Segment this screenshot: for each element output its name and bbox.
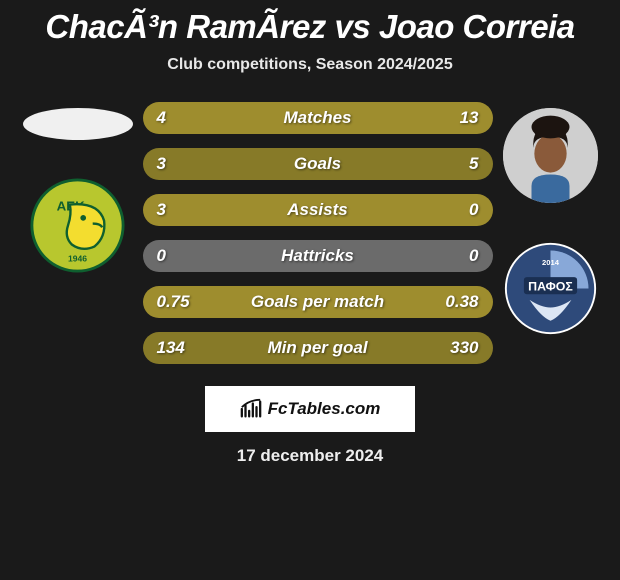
- right-player-avatar: [503, 108, 598, 203]
- stat-row: 3Goals5: [143, 148, 493, 180]
- stat-right-value: 0.38: [439, 292, 479, 312]
- page-title: ChacÃ³n RamÃ­rez vs Joao Correia: [0, 8, 620, 46]
- left-player-avatar: [23, 108, 133, 140]
- date-text: 17 december 2024: [0, 446, 620, 466]
- stat-row: 0Hattricks0: [143, 240, 493, 272]
- left-player-column: AEK 1946: [23, 102, 133, 273]
- svg-text:ΠΑΦΟΣ: ΠΑΦΟΣ: [528, 279, 573, 293]
- left-club-badge: AEK 1946: [30, 178, 125, 273]
- brand-text: FcTables.com: [268, 399, 381, 419]
- stat-right-value: 5: [439, 154, 479, 174]
- pafos-badge-icon: 2014 ΠΑΦΟΣ: [503, 241, 598, 336]
- stats-list: 4Matches13 3Goals5 3Assists0 0Hattricks0 0.7…: [143, 102, 493, 364]
- svg-text:1946: 1946: [68, 254, 87, 264]
- stat-row: 0.75Goals per match0.38: [143, 286, 493, 318]
- stat-right-value: 13: [439, 108, 479, 128]
- subtitle: Club competitions, Season 2024/2025: [0, 56, 620, 74]
- svg-text:2014: 2014: [542, 258, 560, 267]
- player-photo-icon: [503, 108, 598, 203]
- comparison-card: ChacÃ³n RamÃ­rez vs Joao Correia Club co…: [0, 0, 620, 466]
- stat-row: 134Min per goal330: [143, 332, 493, 364]
- right-player-column: 2014 ΠΑΦΟΣ: [503, 102, 598, 336]
- right-club-badge: 2014 ΠΑΦΟΣ: [503, 241, 598, 336]
- stat-right-value: 0: [439, 200, 479, 220]
- main-row: AEK 1946 4Matches13 3Goals5 3Assists0 0Hatt…: [0, 102, 620, 364]
- aek-badge-icon: AEK 1946: [30, 178, 125, 273]
- brand-footer: FcTables.com: [205, 386, 415, 432]
- stat-row: 3Assists0: [143, 194, 493, 226]
- stat-right-value: 0: [439, 246, 479, 266]
- fctables-logo-icon: [240, 398, 262, 420]
- stat-row: 4Matches13: [143, 102, 493, 134]
- stat-right-value: 330: [439, 338, 479, 358]
